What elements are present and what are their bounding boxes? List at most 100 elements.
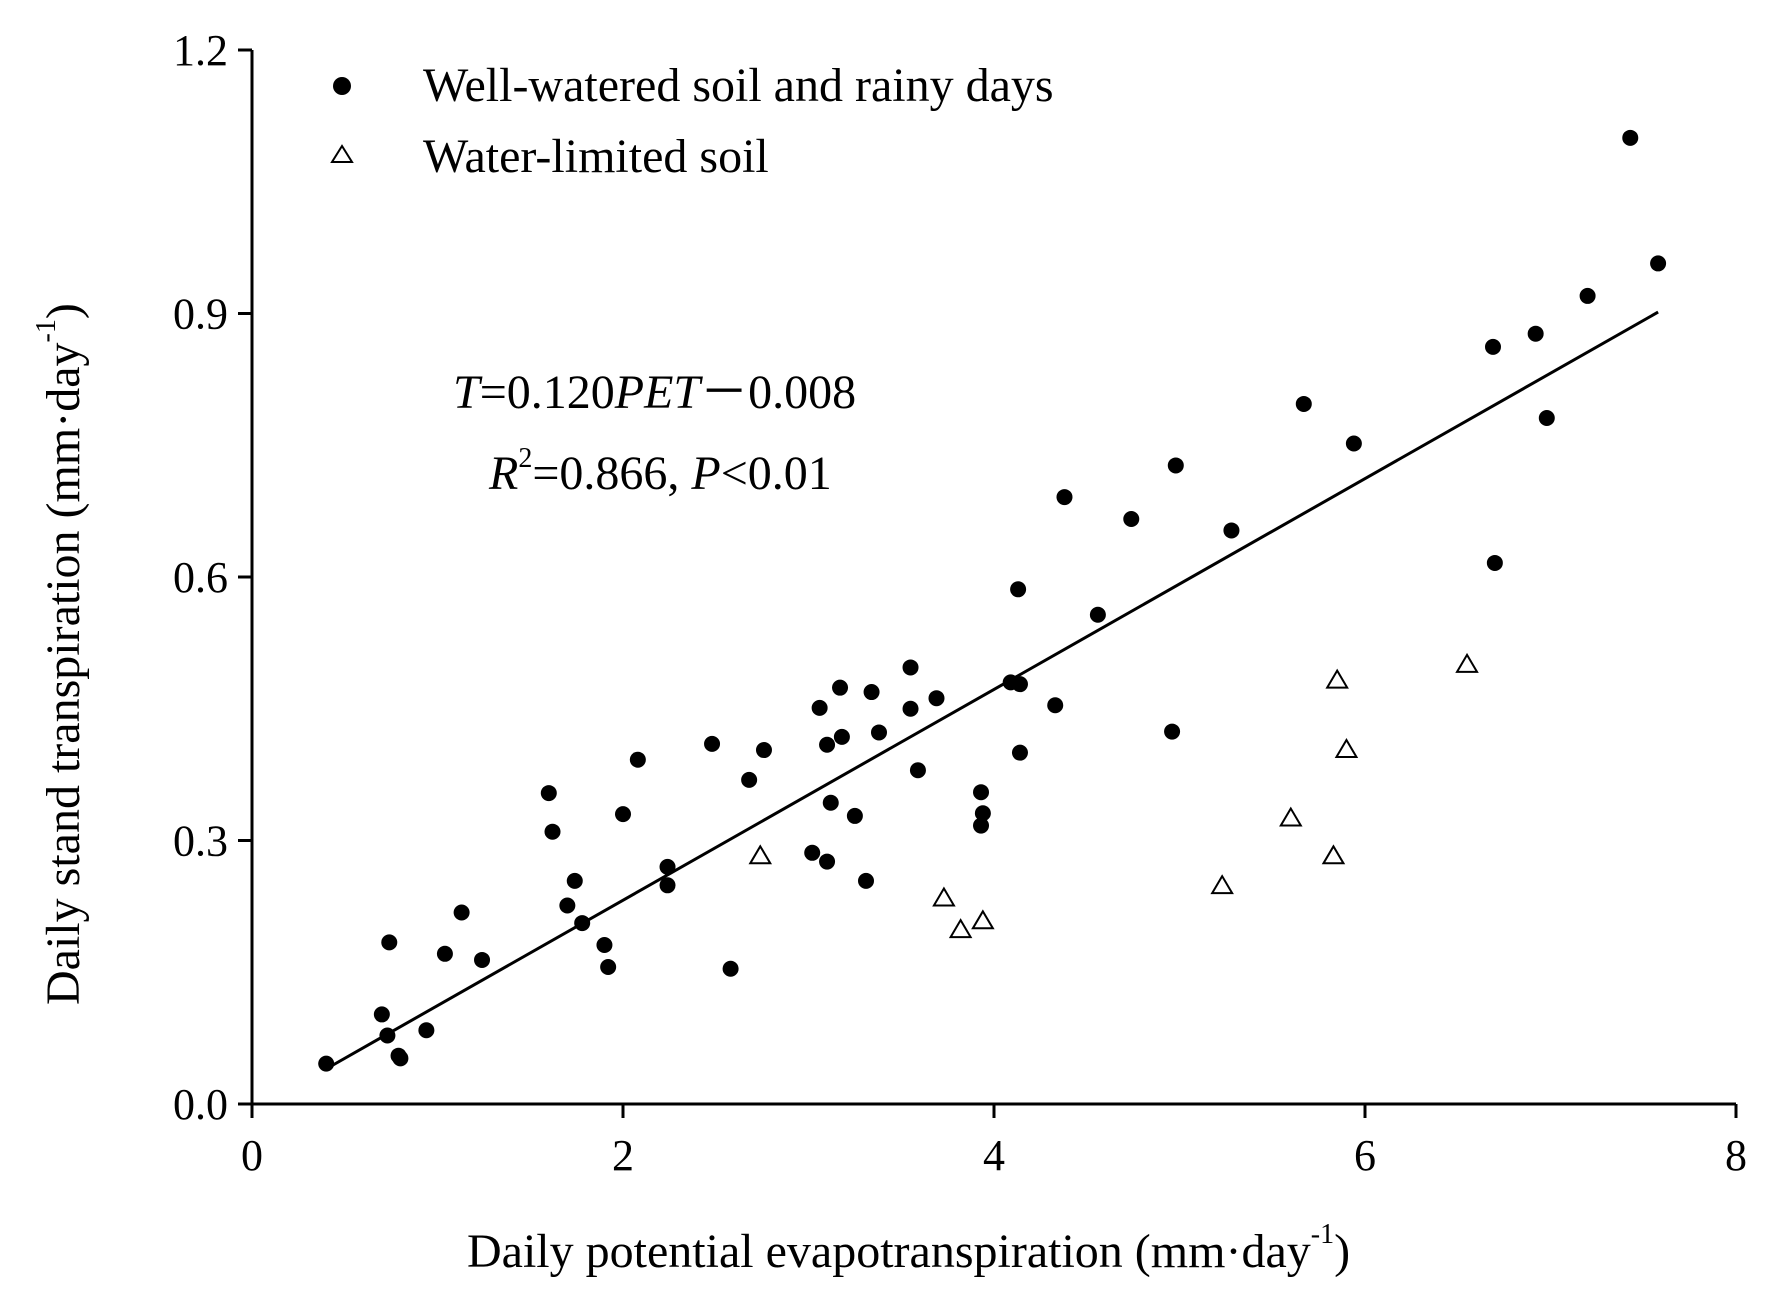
data-point-well-watered xyxy=(804,844,821,861)
stat-r-value: =0.866, xyxy=(532,447,691,500)
data-point-well-watered xyxy=(846,807,863,824)
data-point-well-watered xyxy=(1650,255,1667,272)
x-tick-label: 6 xyxy=(1354,1131,1376,1180)
x-tick-label: 4 xyxy=(983,1131,1005,1180)
data-point-well-watered xyxy=(1167,457,1184,474)
axis-ticks xyxy=(238,48,1738,1118)
data-point-well-watered xyxy=(833,728,850,745)
x-axis-label: Daily potential evapotranspiration (mm·d… xyxy=(467,1219,1350,1278)
data-point-well-watered xyxy=(1223,522,1240,539)
series-water-limited-points xyxy=(748,652,1479,939)
data-point-water-limited xyxy=(948,918,973,939)
data-point-well-watered xyxy=(1011,744,1028,761)
data-point-well-watered xyxy=(600,958,617,975)
data-point-well-watered xyxy=(544,823,561,840)
data-point-well-watered xyxy=(822,794,839,811)
y-tick-label: 0.6 xyxy=(173,553,228,602)
data-point-well-watered xyxy=(1047,697,1064,714)
x-tick-label: 8 xyxy=(1725,1131,1747,1180)
data-point-well-watered xyxy=(1345,435,1362,452)
y-axis-label-sup: -1 xyxy=(31,319,62,342)
data-point-well-watered xyxy=(1011,676,1028,693)
eq-symbol-T: T xyxy=(453,366,483,419)
data-point-well-watered xyxy=(1010,581,1027,598)
data-point-water-limited xyxy=(1210,874,1234,895)
legend-marker-water-limited xyxy=(330,144,354,163)
eq-slope: =0.120 xyxy=(480,366,615,419)
data-point-well-watered xyxy=(1056,489,1073,506)
data-point-well-watered xyxy=(474,951,491,968)
data-point-well-watered xyxy=(436,945,453,962)
data-point-well-watered xyxy=(659,858,676,875)
data-point-well-watered xyxy=(858,872,875,889)
data-point-well-watered xyxy=(928,690,945,707)
data-point-well-watered xyxy=(819,736,836,753)
data-point-well-watered xyxy=(574,915,591,932)
data-point-well-watered xyxy=(629,751,646,768)
data-point-water-limited xyxy=(1321,844,1346,865)
data-point-well-watered xyxy=(811,699,828,716)
data-point-well-watered xyxy=(559,897,576,914)
stat-r-superscript: 2 xyxy=(518,443,532,474)
data-point-well-watered xyxy=(596,937,613,954)
legend-marker-well-watered xyxy=(333,77,351,95)
x-axis-label-close: ) xyxy=(1334,1225,1350,1278)
data-point-well-watered xyxy=(870,724,887,741)
data-point-water-limited xyxy=(932,886,956,907)
data-point-well-watered xyxy=(453,904,470,921)
legend: Well-watered soil and rainy days Water-l… xyxy=(330,59,1054,183)
stat-p-value: <0.01 xyxy=(721,447,832,500)
data-point-well-watered xyxy=(902,700,919,717)
y-tick-label: 0.0 xyxy=(173,1080,228,1129)
data-point-well-watered xyxy=(1295,395,1312,412)
data-point-well-watered xyxy=(418,1022,435,1039)
legend-label-well-watered: Well-watered soil and rainy days xyxy=(423,59,1054,112)
data-point-well-watered xyxy=(379,1027,396,1044)
tick-labels: 0 2 4 6 8 0.0 0.3 0.6 0.9 1.2 xyxy=(173,26,1747,1180)
data-point-well-watered xyxy=(540,785,557,802)
data-point-well-watered xyxy=(741,771,758,788)
y-tick-label: 1.2 xyxy=(173,26,228,75)
regression-equation: T=0.120PET－0.008 xyxy=(453,366,856,419)
data-point-well-watered xyxy=(1164,723,1181,740)
data-point-water-limited xyxy=(971,909,995,930)
eq-intercept: －0.008 xyxy=(700,366,856,419)
data-point-well-watered xyxy=(704,735,721,752)
data-point-water-limited xyxy=(1334,738,1359,759)
x-tick-label: 0 xyxy=(241,1131,263,1180)
data-point-well-watered xyxy=(722,960,739,977)
y-axis-label: Daily stand transpiration (mm·day-1) xyxy=(31,303,90,1005)
data-point-well-watered xyxy=(863,684,880,701)
data-point-well-watered xyxy=(973,784,990,801)
data-point-water-limited xyxy=(748,844,773,865)
y-tick-label: 0.9 xyxy=(173,290,228,339)
data-point-well-watered xyxy=(755,742,772,759)
data-point-well-watered xyxy=(1484,338,1501,355)
data-point-well-watered xyxy=(1089,606,1106,623)
data-point-well-watered xyxy=(381,934,398,951)
data-point-well-watered xyxy=(318,1055,335,1072)
data-point-water-limited xyxy=(1455,652,1479,673)
x-axis-label-text: Daily potential evapotranspiration (mm·d… xyxy=(467,1225,1311,1278)
data-point-well-watered xyxy=(373,1006,390,1023)
data-point-well-watered xyxy=(902,659,919,676)
data-point-well-watered xyxy=(659,877,676,894)
data-point-well-watered xyxy=(909,762,926,779)
x-tick-label: 2 xyxy=(612,1131,634,1180)
series-well-watered-points xyxy=(318,129,1667,1072)
data-point-well-watered xyxy=(973,817,990,834)
data-point-well-watered xyxy=(819,853,836,870)
data-point-well-watered xyxy=(1538,410,1555,427)
stat-symbol-R: R xyxy=(488,447,518,500)
eq-symbol-PET: PET xyxy=(614,366,704,419)
data-point-well-watered xyxy=(566,872,583,889)
regression-line xyxy=(325,310,1659,1071)
data-point-water-limited xyxy=(1325,668,1349,689)
data-point-well-watered xyxy=(1579,287,1596,304)
legend-label-water-limited: Water-limited soil xyxy=(423,130,769,183)
data-point-well-watered xyxy=(974,805,991,822)
x-axis-label-sup: -1 xyxy=(1311,1219,1334,1250)
y-axis-label-close: ) xyxy=(37,303,90,319)
data-point-well-watered xyxy=(832,679,849,696)
